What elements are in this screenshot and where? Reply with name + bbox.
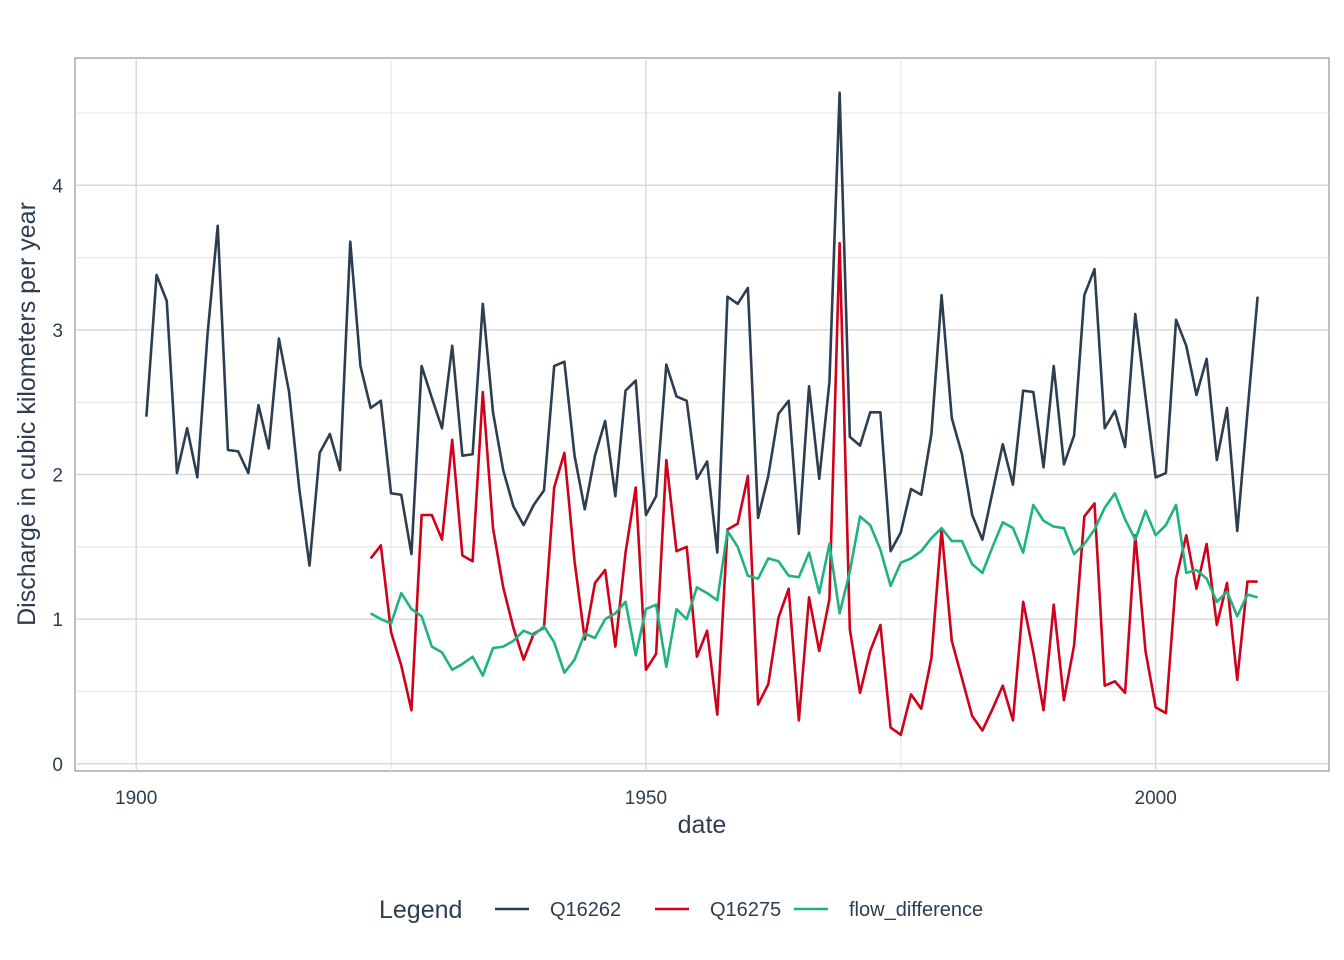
series-line-q16275	[369, 241, 1258, 737]
y-axis-ticks: 0 1 2 3 4	[52, 176, 63, 775]
legend-label: Q16275	[710, 899, 781, 921]
y-axis-title: Discharge in cubic kilometers per year	[13, 202, 41, 626]
series-line-q16262	[145, 91, 1259, 567]
y-tick-label: 3	[52, 321, 63, 342]
x-axis-ticks: 1900 1950 2000	[115, 788, 1177, 809]
legend-title: Legend	[379, 896, 462, 924]
y-tick-label: 1	[52, 610, 63, 631]
x-tick-label: 1950	[625, 788, 667, 809]
minor-gridlines	[75, 58, 1329, 771]
x-tick-label: 2000	[1135, 788, 1177, 809]
major-gridlines	[75, 58, 1329, 771]
x-tick-label: 1900	[115, 788, 157, 809]
plot-panel-border	[74, 57, 1330, 772]
legend-label: flow_difference	[849, 899, 983, 921]
x-axis-title: date	[678, 811, 727, 839]
y-tick-label: 2	[52, 466, 63, 487]
legend-label: Q16262	[550, 899, 621, 921]
legend: Legend Q16262 Q16275 flow_difference	[379, 896, 983, 924]
series-lines	[145, 91, 1259, 737]
y-tick-label: 4	[52, 176, 63, 197]
series-line-flow-difference	[370, 492, 1258, 677]
y-tick-label: 0	[52, 755, 63, 776]
